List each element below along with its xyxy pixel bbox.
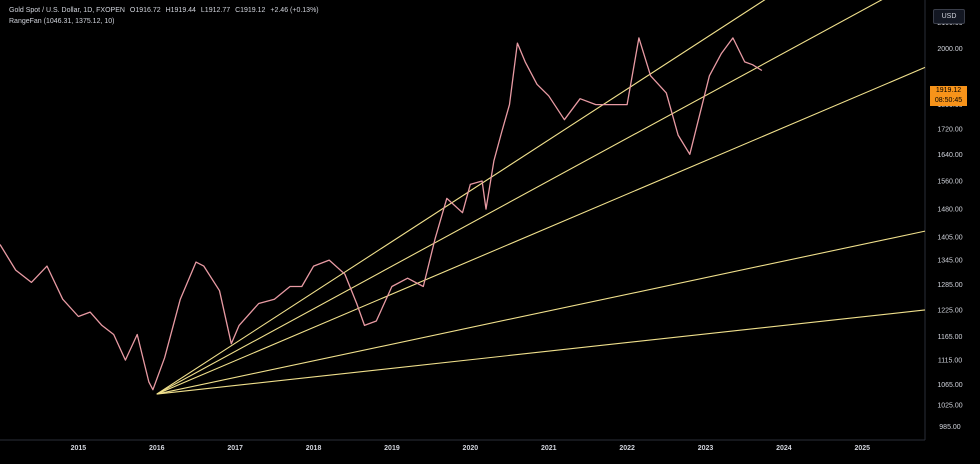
y-tick-label: 1720.00 (937, 126, 962, 133)
fan-line-5 (156, 309, 926, 395)
x-tick-label: 2016 (149, 445, 165, 452)
y-tick-label: 1345.00 (937, 258, 962, 265)
y-tick-label: 1285.00 (937, 282, 962, 289)
y-tick-label: 1025.00 (937, 403, 962, 410)
y-tick-label: 1405.00 (937, 234, 962, 241)
y-tick-label: 1065.00 (937, 382, 962, 389)
indicator-label: RangeFan (1046.31, 1375.12, 10) (9, 18, 115, 25)
y-tick-label: 1480.00 (937, 207, 962, 214)
time-axis-labels: 2015 2016 2017 2018 2019 2020 2021 2022 2023 2024… (71, 445, 871, 452)
fan-line-3 (156, 66, 926, 395)
x-tick-label: 2015 (71, 445, 87, 452)
y-tick-label: 1560.00 (937, 178, 962, 185)
fan-line-1 (156, 0, 766, 395)
fan-line-2 (156, 0, 883, 395)
range-fan-lines (156, 0, 926, 395)
x-tick-label: 2021 (541, 445, 557, 452)
indicator-legend[interactable]: RangeFan (1046.31, 1375.12, 10) (9, 18, 117, 25)
ohlc-close: C1919.12 (235, 7, 266, 14)
ohlc-open: O1916.72 (129, 7, 161, 14)
y-tick-label: 1640.00 (937, 152, 962, 159)
price-axis-labels: 2100.002000.001800.001720.001640.001560.… (937, 20, 962, 431)
price-change: +2.46 (+0.13%) (270, 7, 319, 14)
symbol-info: Gold Spot / U.S. Dollar, 1D, FXOPEN O191… (9, 7, 322, 14)
y-tick-label: 985.00 (939, 424, 961, 431)
last-price-tag: 1919.12 08:50:45 (930, 86, 967, 106)
y-tick-label: 1115.00 (938, 358, 962, 365)
x-tick-label: 2025 (854, 445, 870, 452)
currency-button[interactable]: USD (933, 9, 965, 24)
x-tick-label: 2018 (306, 445, 322, 452)
x-tick-label: 2020 (463, 445, 479, 452)
last-price: 1919.12 (935, 87, 962, 94)
x-tick-label: 2024 (776, 445, 792, 452)
symbol-title: Gold Spot / U.S. Dollar, 1D, FXOPEN (9, 7, 125, 14)
gold-price-line (0, 37, 763, 391)
x-tick-label: 2023 (698, 445, 714, 452)
x-tick-label: 2019 (384, 445, 400, 452)
ohlc-high: H1919.44 (165, 7, 196, 14)
ohlc-low: L1912.77 (200, 7, 231, 14)
x-tick-label: 2017 (227, 445, 243, 452)
y-tick-label: 1225.00 (937, 307, 962, 314)
bar-countdown: 08:50:45 (934, 97, 963, 104)
y-tick-label: 1165.00 (938, 334, 963, 341)
x-tick-label: 2022 (619, 445, 635, 452)
y-tick-label: 2000.00 (937, 46, 962, 53)
fan-line-4 (156, 230, 926, 395)
price-series (0, 37, 763, 391)
